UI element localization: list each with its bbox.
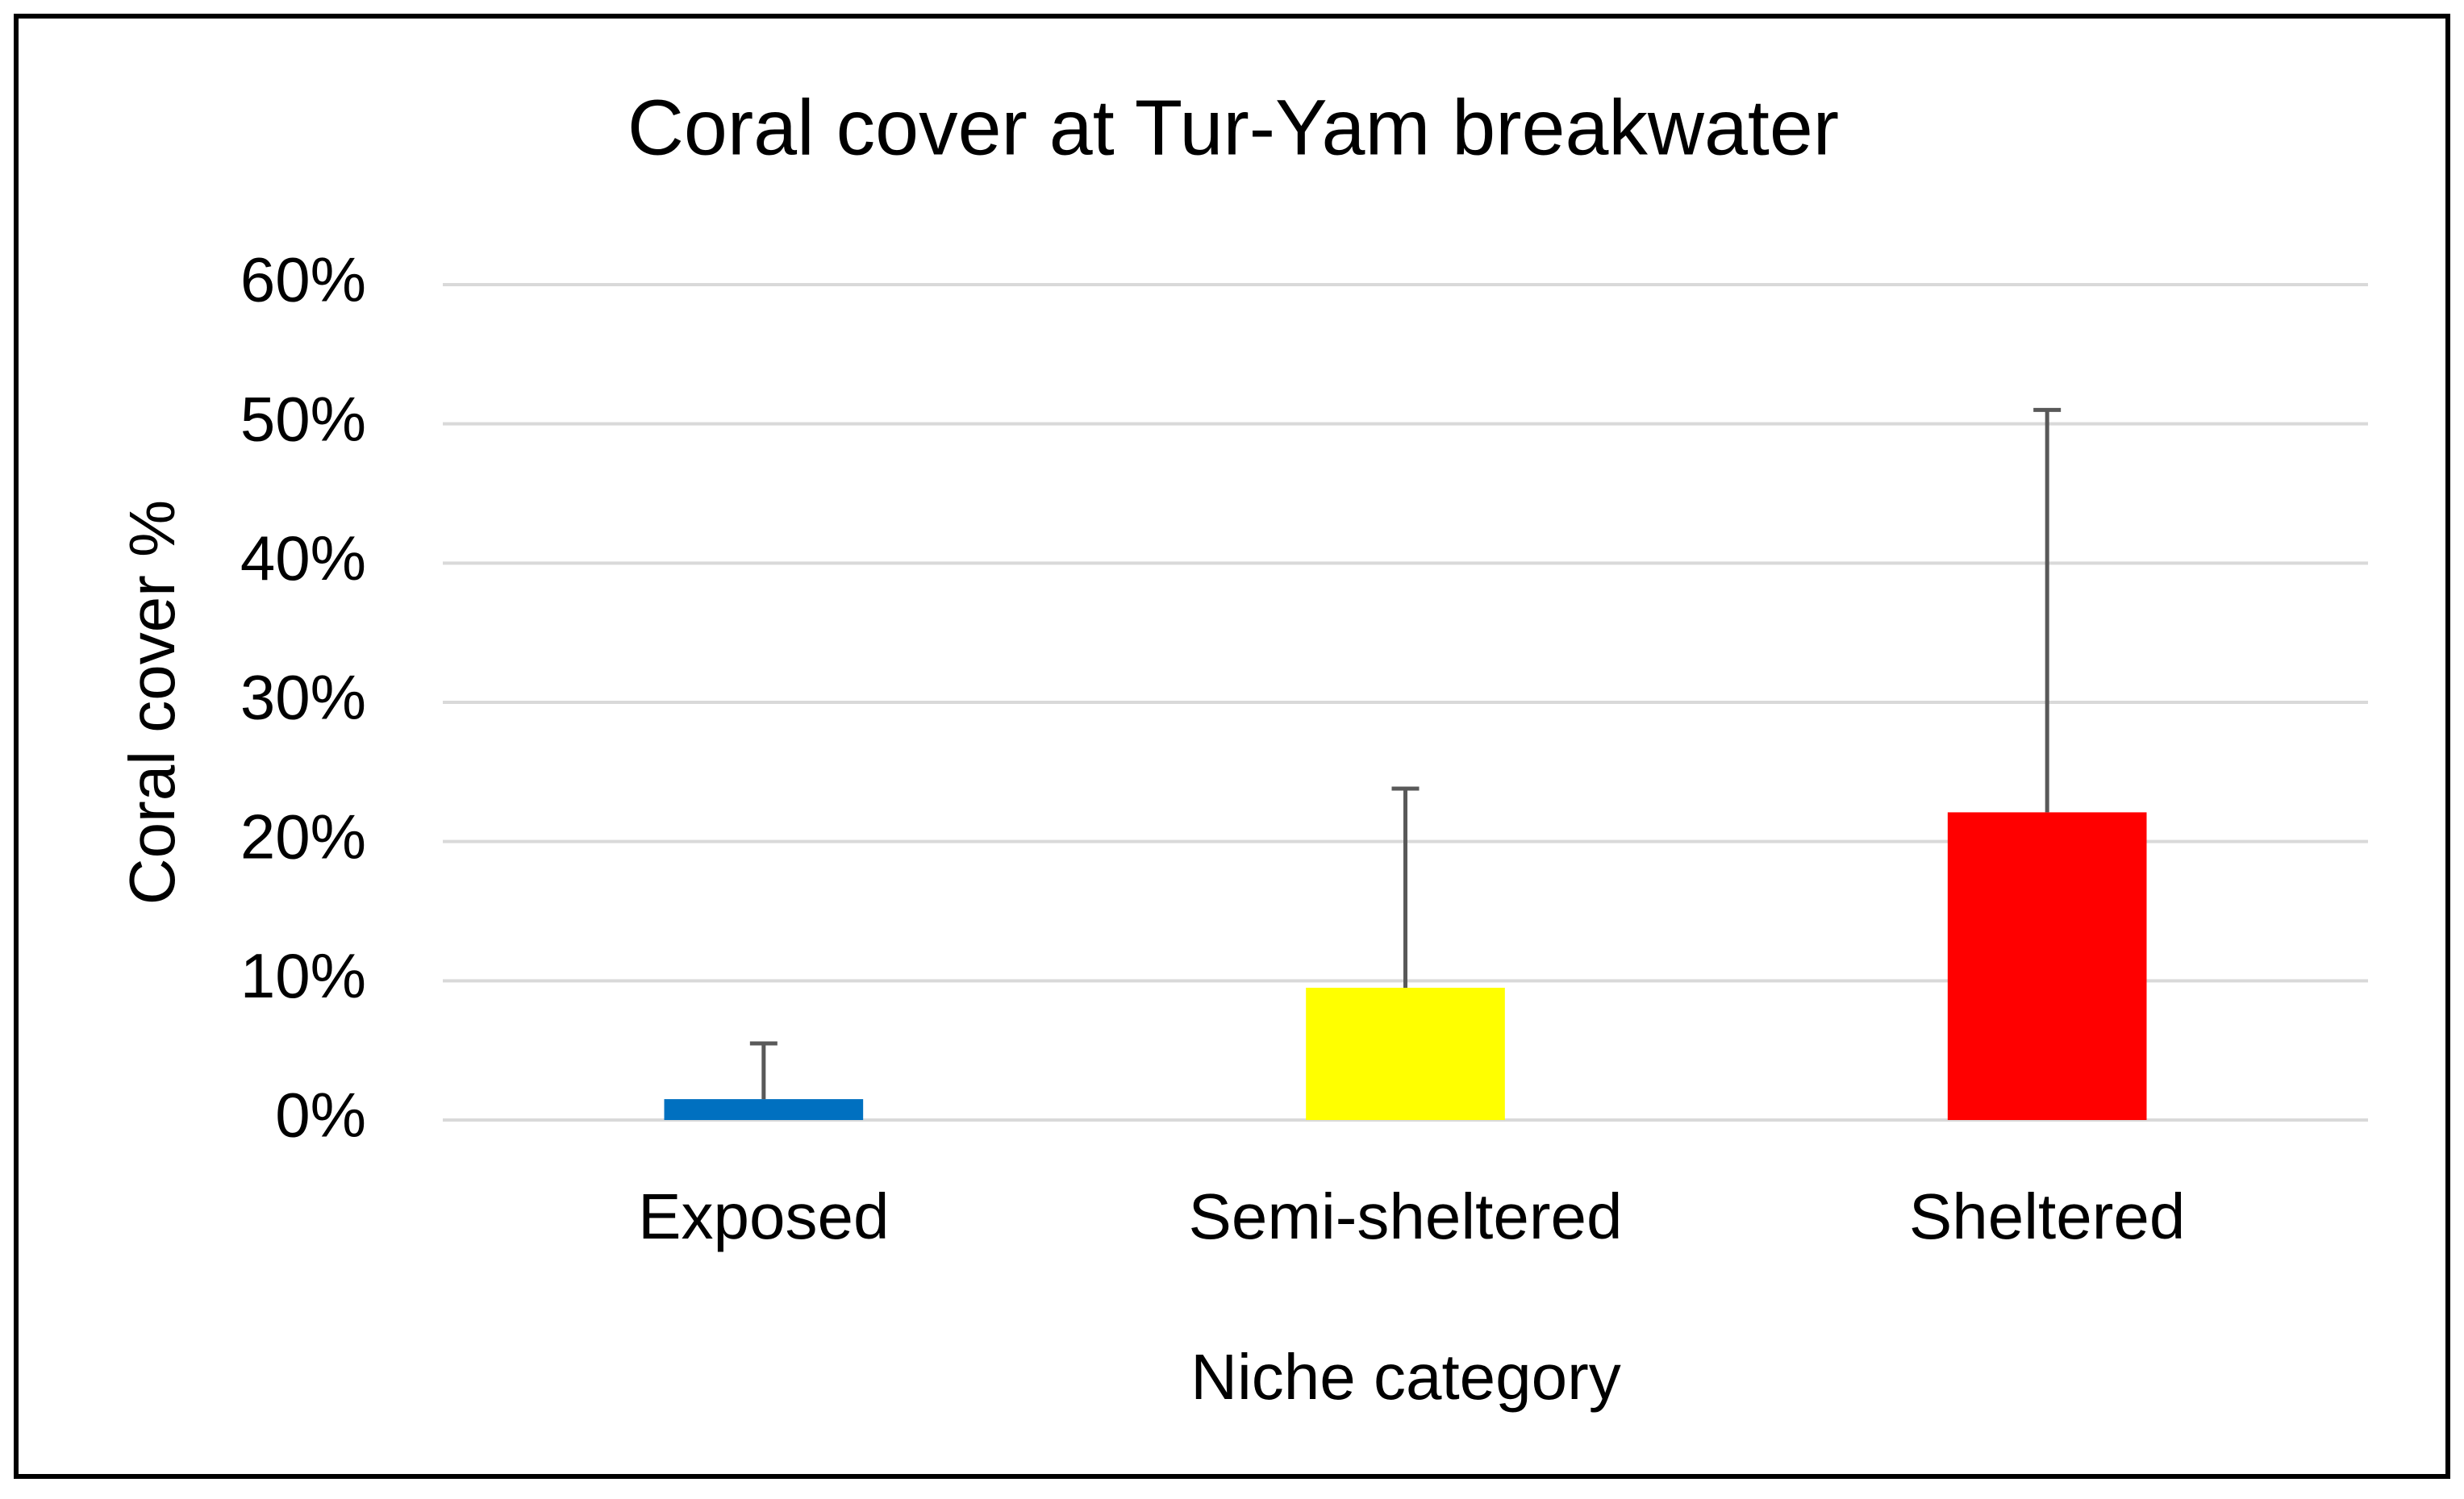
y-tick-label: 50% bbox=[240, 383, 366, 454]
x-tick-label: Sheltered bbox=[1909, 1180, 2185, 1252]
y-tick-label: 30% bbox=[240, 662, 366, 733]
x-axis-title: Niche category bbox=[1190, 1341, 1621, 1413]
y-tick-label: 10% bbox=[240, 940, 366, 1011]
y-tick-label: 60% bbox=[240, 244, 366, 315]
y-tick-label: 0% bbox=[275, 1080, 366, 1151]
x-tick-label: Semi-sheltered bbox=[1188, 1180, 1622, 1252]
error-bar bbox=[2033, 407, 2062, 813]
error-bar bbox=[749, 1041, 778, 1100]
chart-title: Coral cover at Tur-Yam breakwater bbox=[627, 84, 1839, 172]
y-tick-label: 40% bbox=[240, 523, 366, 593]
bar bbox=[1306, 987, 1505, 1120]
y-axis-title: Coral cover % bbox=[116, 500, 188, 905]
y-tick-label: 20% bbox=[240, 801, 366, 872]
x-tick-label: Exposed bbox=[638, 1180, 889, 1252]
bar bbox=[1947, 812, 2147, 1120]
bar bbox=[664, 1099, 864, 1120]
chart-frame bbox=[14, 14, 2450, 1479]
error-bar bbox=[1391, 786, 1420, 988]
